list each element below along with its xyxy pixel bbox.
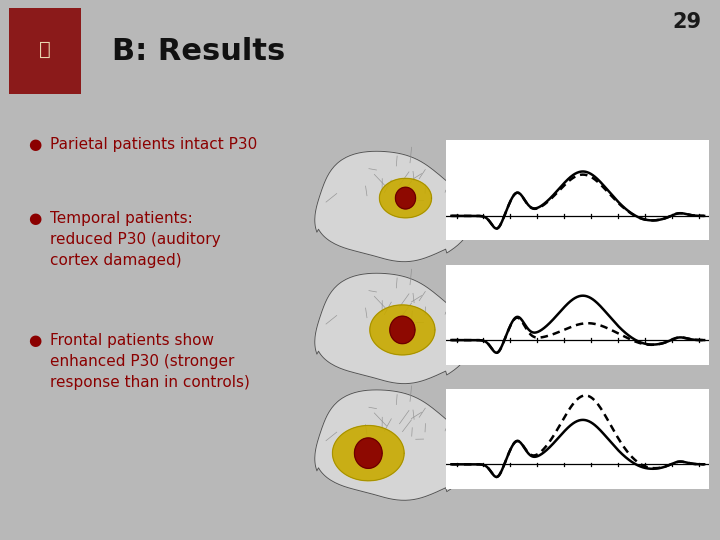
Text: Control Signal: Control Signal bbox=[516, 176, 627, 190]
Polygon shape bbox=[333, 426, 404, 481]
Text: ●: ● bbox=[28, 211, 41, 226]
Polygon shape bbox=[315, 390, 471, 501]
Polygon shape bbox=[354, 438, 382, 468]
Text: Lesion Signal: Lesion Signal bbox=[516, 210, 620, 224]
Text: Temporal patients:
reduced P30 (auditory
cortex damaged): Temporal patients: reduced P30 (auditory… bbox=[50, 211, 220, 268]
Text: 29: 29 bbox=[673, 12, 702, 32]
Polygon shape bbox=[395, 187, 415, 209]
Text: Parietal patients intact P30: Parietal patients intact P30 bbox=[50, 137, 257, 152]
Polygon shape bbox=[379, 178, 431, 218]
Polygon shape bbox=[315, 151, 471, 262]
Text: ●: ● bbox=[28, 137, 41, 152]
FancyBboxPatch shape bbox=[466, 161, 698, 238]
Polygon shape bbox=[390, 316, 415, 343]
Polygon shape bbox=[315, 273, 471, 383]
Text: ⚘: ⚘ bbox=[39, 41, 50, 59]
Text: ●: ● bbox=[28, 333, 41, 348]
Text: Frontal patients show
enhanced P30 (stronger
response than in controls): Frontal patients show enhanced P30 (stro… bbox=[50, 333, 250, 390]
Polygon shape bbox=[370, 305, 435, 355]
Text: B: Results: B: Results bbox=[112, 37, 285, 66]
FancyBboxPatch shape bbox=[9, 8, 81, 94]
